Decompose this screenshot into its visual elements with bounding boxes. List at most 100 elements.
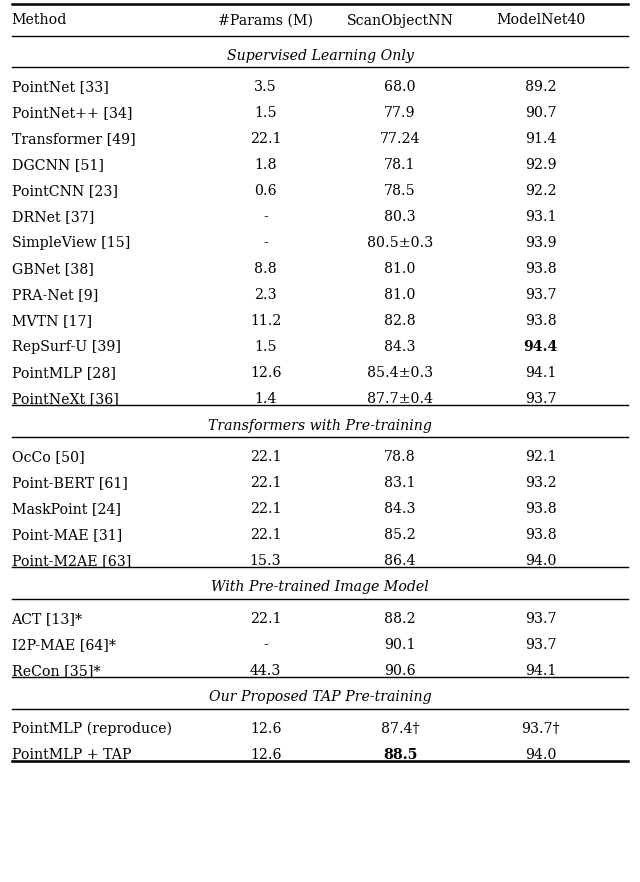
- Text: 93.8: 93.8: [525, 262, 557, 276]
- Text: 86.4: 86.4: [384, 554, 416, 568]
- Text: 88.2: 88.2: [384, 612, 416, 625]
- Text: 3.5: 3.5: [254, 80, 277, 93]
- Text: DRNet [37]: DRNet [37]: [12, 210, 94, 224]
- Text: #Params (M): #Params (M): [218, 13, 313, 27]
- Text: 22.1: 22.1: [250, 450, 282, 464]
- Text: 81.0: 81.0: [384, 288, 416, 302]
- Text: 1.5: 1.5: [254, 340, 277, 354]
- Text: 0.6: 0.6: [254, 184, 277, 198]
- Text: 93.9: 93.9: [525, 235, 557, 250]
- Text: 93.8: 93.8: [525, 502, 557, 516]
- Text: 85.4±0.3: 85.4±0.3: [367, 366, 433, 380]
- Text: 90.6: 90.6: [384, 664, 416, 677]
- Text: 15.3: 15.3: [250, 554, 282, 568]
- Text: SimpleView [15]: SimpleView [15]: [12, 235, 130, 250]
- Text: DGCNN [51]: DGCNN [51]: [12, 158, 104, 172]
- Text: 82.8: 82.8: [384, 314, 416, 328]
- Text: Transformer [49]: Transformer [49]: [12, 132, 135, 146]
- Text: 92.2: 92.2: [525, 184, 557, 198]
- Text: PointNet [33]: PointNet [33]: [12, 80, 108, 93]
- Text: MVTN [17]: MVTN [17]: [12, 314, 92, 328]
- Text: OcCo [50]: OcCo [50]: [12, 450, 84, 464]
- Text: 88.5: 88.5: [383, 748, 417, 762]
- Text: 91.4: 91.4: [525, 132, 557, 146]
- Text: 94.0: 94.0: [525, 554, 557, 568]
- Text: GBNet [38]: GBNet [38]: [12, 262, 93, 276]
- Text: ScanObjectNN: ScanObjectNN: [347, 13, 453, 27]
- Text: 87.7±0.4: 87.7±0.4: [367, 392, 433, 406]
- Text: 84.3: 84.3: [384, 502, 416, 516]
- Text: 89.2: 89.2: [525, 80, 557, 93]
- Text: 93.7: 93.7: [525, 612, 557, 625]
- Text: 85.2: 85.2: [384, 527, 416, 542]
- Text: 80.3: 80.3: [384, 210, 416, 224]
- Text: PointCNN [23]: PointCNN [23]: [12, 184, 118, 198]
- Text: 77.24: 77.24: [380, 132, 420, 146]
- Text: 94.0: 94.0: [525, 748, 557, 762]
- Text: 93.2: 93.2: [525, 476, 557, 490]
- Text: 12.6: 12.6: [250, 366, 282, 380]
- Text: 22.1: 22.1: [250, 132, 282, 146]
- Text: Our Proposed TAP Pre-training: Our Proposed TAP Pre-training: [209, 691, 431, 705]
- Text: 22.1: 22.1: [250, 612, 282, 625]
- Text: 92.9: 92.9: [525, 158, 557, 172]
- Text: Point-BERT [61]: Point-BERT [61]: [12, 476, 127, 490]
- Text: Point-M2AE [63]: Point-M2AE [63]: [12, 554, 131, 568]
- Text: PointNeXt [36]: PointNeXt [36]: [12, 392, 118, 406]
- Text: 78.5: 78.5: [384, 184, 416, 198]
- Text: 1.5: 1.5: [254, 106, 277, 120]
- Text: 93.7: 93.7: [525, 288, 557, 302]
- Text: 90.7: 90.7: [525, 106, 557, 120]
- Text: 8.8: 8.8: [254, 262, 277, 276]
- Text: 11.2: 11.2: [250, 314, 282, 328]
- Text: PointMLP (reproduce): PointMLP (reproduce): [12, 721, 172, 736]
- Text: 77.9: 77.9: [384, 106, 416, 120]
- Text: I2P-MAE [64]*: I2P-MAE [64]*: [12, 638, 115, 652]
- Text: ModelNet40: ModelNet40: [496, 13, 586, 27]
- Text: 94.4: 94.4: [524, 340, 558, 354]
- Text: PointNet++ [34]: PointNet++ [34]: [12, 106, 132, 120]
- Text: 93.1: 93.1: [525, 210, 557, 224]
- Text: 1.4: 1.4: [255, 392, 276, 406]
- Text: Transformers with Pre-training: Transformers with Pre-training: [208, 419, 432, 432]
- Text: 22.1: 22.1: [250, 527, 282, 542]
- Text: 93.7: 93.7: [525, 638, 557, 652]
- Text: Method: Method: [12, 13, 67, 27]
- Text: 80.5±0.3: 80.5±0.3: [367, 235, 433, 250]
- Text: 22.1: 22.1: [250, 502, 282, 516]
- Text: 84.3: 84.3: [384, 340, 416, 354]
- Text: 1.8: 1.8: [254, 158, 277, 172]
- Text: 92.1: 92.1: [525, 450, 557, 464]
- Text: 2.3: 2.3: [254, 288, 277, 302]
- Text: -: -: [263, 235, 268, 250]
- Text: 83.1: 83.1: [384, 476, 416, 490]
- Text: Supervised Learning Only: Supervised Learning Only: [227, 49, 413, 63]
- Text: -: -: [263, 638, 268, 652]
- Text: 87.4†: 87.4†: [381, 721, 419, 736]
- Text: Point-MAE [31]: Point-MAE [31]: [12, 527, 122, 542]
- Text: 78.1: 78.1: [384, 158, 416, 172]
- Text: MaskPoint [24]: MaskPoint [24]: [12, 502, 120, 516]
- Text: ReCon [35]*: ReCon [35]*: [12, 664, 100, 677]
- Text: 12.6: 12.6: [250, 721, 282, 736]
- Text: 93.8: 93.8: [525, 314, 557, 328]
- Text: 68.0: 68.0: [384, 80, 416, 93]
- Text: ACT [13]*: ACT [13]*: [12, 612, 83, 625]
- Text: RepSurf-U [39]: RepSurf-U [39]: [12, 340, 120, 354]
- Text: 93.7†: 93.7†: [522, 721, 560, 736]
- Text: 94.1: 94.1: [525, 664, 557, 677]
- Text: 78.8: 78.8: [384, 450, 416, 464]
- Text: 22.1: 22.1: [250, 476, 282, 490]
- Text: 93.7: 93.7: [525, 392, 557, 406]
- Text: 93.8: 93.8: [525, 527, 557, 542]
- Text: PRA-Net [9]: PRA-Net [9]: [12, 288, 98, 302]
- Text: 90.1: 90.1: [384, 638, 416, 652]
- Text: With Pre-trained Image Model: With Pre-trained Image Model: [211, 580, 429, 594]
- Text: PointMLP [28]: PointMLP [28]: [12, 366, 115, 380]
- Text: -: -: [263, 210, 268, 224]
- Text: 44.3: 44.3: [250, 664, 282, 677]
- Text: PointMLP + TAP: PointMLP + TAP: [12, 748, 131, 762]
- Text: 94.1: 94.1: [525, 366, 557, 380]
- Text: 81.0: 81.0: [384, 262, 416, 276]
- Text: 12.6: 12.6: [250, 748, 282, 762]
